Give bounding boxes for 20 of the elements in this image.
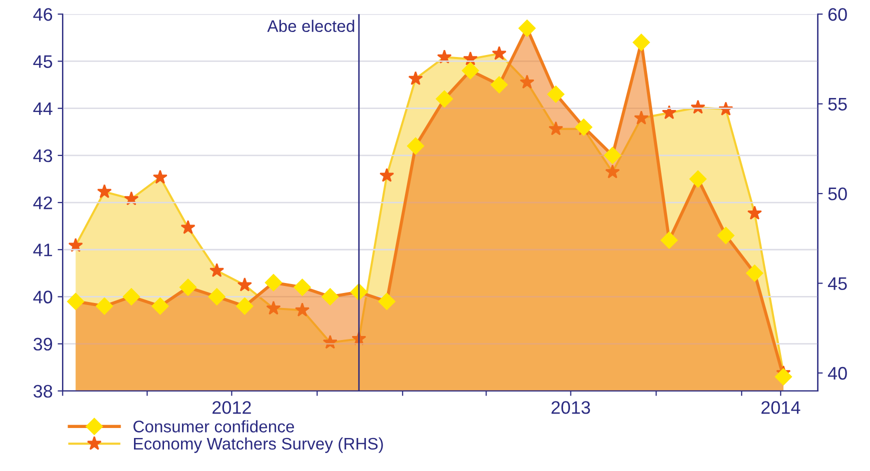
y2-tick-label: 45 <box>828 277 847 290</box>
legend-label: Economy Watchers Survey (RHS) <box>134 437 383 453</box>
y-tick-label: 43 <box>33 149 52 162</box>
x-tick-label: 2014 <box>761 401 800 414</box>
y-tick-label: 38 <box>34 384 52 398</box>
y-tick-label: 41 <box>33 244 52 256</box>
y-tick-label: 45 <box>33 55 52 68</box>
y-tick-label: 39 <box>34 338 52 351</box>
ref-line-label: Abe elected <box>267 20 354 32</box>
y-tick-label: 44 <box>33 102 52 115</box>
y-tick-label: 42 <box>33 196 52 210</box>
legend-label: Consumer confidence <box>133 420 294 432</box>
x-tick-label: 2013 <box>552 401 590 414</box>
y2-tick-label: 40 <box>828 366 847 380</box>
y2-tick-label: 55 <box>828 98 847 111</box>
y2-tick-label: 50 <box>828 187 847 200</box>
x-tick-label: 2012 <box>212 401 251 414</box>
y2-tick-label: 60 <box>828 8 847 21</box>
y-tick-label: 46 <box>33 8 52 21</box>
y-tick-label: 40 <box>33 290 52 304</box>
